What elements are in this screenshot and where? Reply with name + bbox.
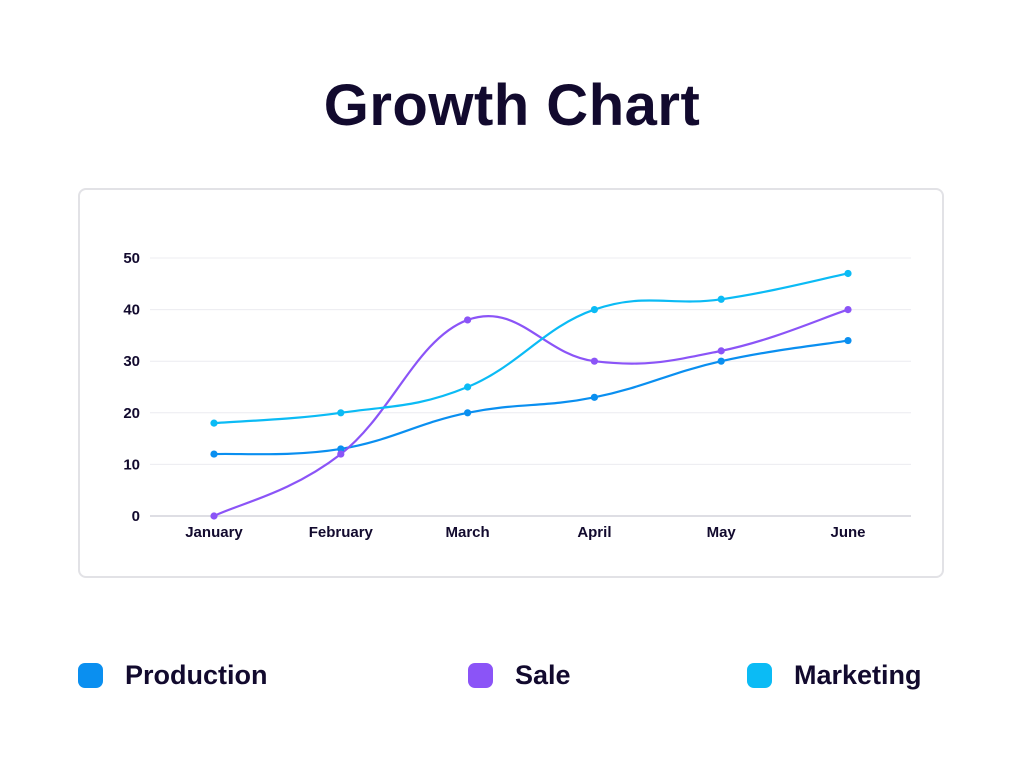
legend-label: Production (125, 660, 268, 690)
x-tick-label: March (446, 524, 490, 541)
data-point-sale (590, 357, 599, 365)
data-point-production (717, 357, 725, 365)
y-axis-ticks: 0 10 20 30 40 50 (123, 250, 140, 525)
data-point-sale (337, 450, 345, 458)
legend-item-production: Production (78, 660, 268, 691)
data-point-sale (464, 316, 472, 324)
data-point-marketing (717, 295, 725, 303)
series-lines (212, 272, 850, 518)
series-points (210, 269, 852, 520)
y-tick-label: 40 (123, 302, 140, 319)
data-point-sale (717, 347, 725, 355)
data-point-production (464, 409, 472, 417)
y-tick-label: 20 (123, 405, 140, 422)
y-tick-label: 10 (123, 456, 140, 473)
data-point-marketing (337, 409, 345, 417)
legend-item-marketing: Marketing (747, 660, 922, 691)
gridlines (150, 257, 911, 517)
series-line-sale (212, 308, 850, 518)
x-axis-ticks: January February March April May June (185, 524, 865, 541)
data-point-production (210, 450, 218, 458)
data-point-production (590, 393, 599, 401)
series-line-marketing (212, 272, 850, 425)
legend-swatch-sale (468, 663, 493, 688)
x-tick-label: June (830, 524, 865, 541)
legend-label: Marketing (794, 660, 922, 690)
data-point-marketing (464, 383, 472, 391)
data-point-marketing (590, 306, 599, 314)
x-tick-label: February (309, 524, 374, 541)
legend-swatch-marketing (747, 663, 772, 688)
y-tick-label: 50 (123, 250, 140, 267)
data-point-production (337, 445, 345, 453)
legend-swatch-production (78, 663, 103, 688)
data-point-production (844, 336, 852, 345)
data-point-marketing (210, 419, 218, 427)
legend-item-sale: Sale (468, 660, 571, 691)
data-point-sale (844, 306, 852, 314)
x-tick-label: January (185, 524, 243, 541)
chart-title: Growth Chart (323, 73, 701, 138)
y-tick-label: 0 (132, 508, 140, 525)
data-point-marketing (844, 269, 852, 278)
legend-label: Sale (515, 660, 571, 690)
y-tick-label: 30 (123, 353, 140, 370)
series-line-production (212, 339, 850, 456)
data-point-sale (210, 512, 218, 520)
x-tick-label: May (707, 524, 737, 541)
x-tick-label: April (577, 524, 611, 541)
